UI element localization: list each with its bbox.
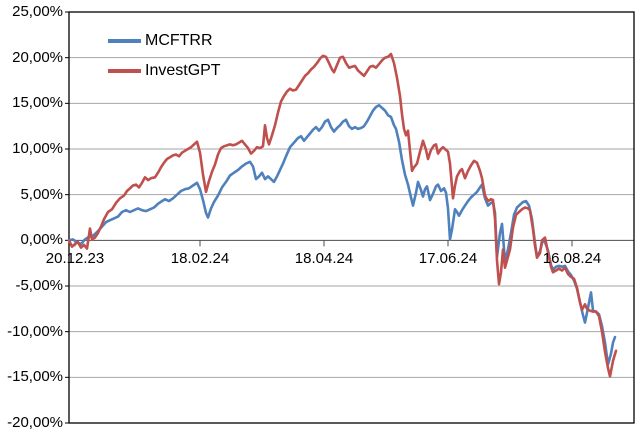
y-axis-tick-label: 25,00% [12,3,63,20]
y-axis-tick-label: 20,00% [12,48,63,66]
y-axis-tick-label: 10,00% [12,140,63,157]
legend-line-swatch-mcftrr [108,39,141,43]
y-axis-tick-label: 5,00% [20,185,63,203]
legend-line-swatch-investgpt [108,69,141,73]
y-axis-tick-label: -5,00% [15,277,63,294]
y-axis-tick-label: -20,00% [7,414,63,431]
y-axis-tick-label: -10,00% [7,322,63,340]
plot-border [68,11,635,424]
legend-item-investgpt: InvestGPT [108,56,221,86]
y-axis-tick-label: 0,00% [20,231,63,249]
x-axis-tick-label: 18.04.24 [294,250,354,268]
y-axis-tick-label: -15,00% [7,368,63,386]
legend-item-mcftrr: MCFTRR [108,26,221,56]
x-axis-tick-label: 17.06.24 [418,250,478,268]
series-line-investgpt [67,52,618,378]
legend-label-mcftrr: MCFTRR [145,32,213,49]
legend-label-investgpt: InvestGPT [145,62,221,79]
x-axis-tick-label: 16.08.24 [542,250,602,268]
legend: MCFTRR InvestGPT [108,26,221,86]
x-axis-tick-label: 18.02.24 [170,250,230,268]
y-axis-tick-label: 15,00% [12,94,63,112]
x-axis-tick-label: 20.12.23 [45,250,105,268]
